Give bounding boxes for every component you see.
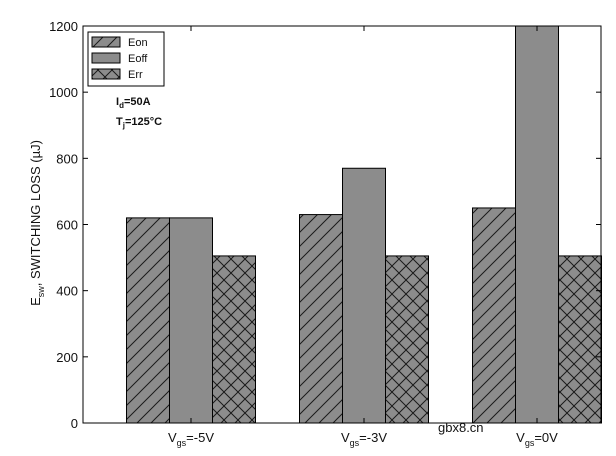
annotation-current-rest: =50A bbox=[124, 96, 151, 108]
x-tick-label-sub: gs bbox=[350, 438, 360, 448]
x-tick-label-main: V bbox=[516, 430, 525, 445]
annotation-temperature-sub: j bbox=[122, 121, 125, 130]
legend-swatch-err bbox=[91, 68, 121, 80]
x-tick-label-rest: =-3V bbox=[359, 430, 387, 445]
svg-text:Esw, SWITCHING LOSS (µJ): Esw, SWITCHING LOSS (µJ) bbox=[28, 140, 46, 306]
bar-err-1 bbox=[212, 255, 256, 424]
y-axis-label: Esw, SWITCHING LOSS (µJ) bbox=[28, 140, 46, 306]
bar-eoff-3 bbox=[515, 25, 559, 424]
bar-eon-1 bbox=[126, 217, 170, 424]
annotation-current-sub: d bbox=[119, 101, 124, 110]
y-axis-label-main: E bbox=[28, 297, 43, 306]
y-tick-label: 800 bbox=[56, 151, 78, 166]
y-tick-label: 400 bbox=[56, 284, 78, 299]
x-tick-label-main: V bbox=[168, 430, 177, 445]
bar-eon-2 bbox=[299, 214, 343, 424]
x-tick-label-rest: =0V bbox=[534, 430, 558, 445]
annotation-temperature-main: T bbox=[116, 116, 123, 128]
x-tick-label-2: Vgs=-3V bbox=[341, 430, 387, 448]
watermark-text: gbx8.cn bbox=[438, 420, 484, 435]
bar-err-3 bbox=[558, 255, 602, 424]
y-tick-label: 1200 bbox=[49, 19, 78, 34]
x-tick-label-sub: gs bbox=[177, 438, 187, 448]
bar-eoff-1 bbox=[169, 217, 213, 424]
bar-err-2 bbox=[385, 255, 429, 424]
annotation-temperature-rest: =125°C bbox=[125, 116, 162, 128]
annotation-current: Id=50A bbox=[116, 96, 151, 110]
legend-swatch-eoff bbox=[91, 52, 121, 64]
legend-label-eon: Eon bbox=[128, 37, 148, 49]
legend-swatch-eon bbox=[91, 36, 121, 48]
legend: Eon Eoff Err bbox=[87, 31, 165, 87]
y-axis-label-rest: , SWITCHING LOSS (µJ) bbox=[28, 140, 43, 286]
x-tick-label-main: V bbox=[341, 430, 350, 445]
annotation-current-main: I bbox=[116, 96, 119, 108]
bar-eon-3 bbox=[472, 207, 516, 424]
x-tick-label-1: Vgs=-5V bbox=[168, 430, 214, 448]
y-tick-label: 200 bbox=[56, 350, 78, 365]
y-tick-label: 600 bbox=[56, 218, 78, 233]
x-tick-label-3: Vgs=0V bbox=[516, 430, 558, 448]
annotation-temperature: Tj=125°C bbox=[116, 116, 162, 130]
y-tick-label: 1000 bbox=[49, 85, 78, 100]
y-axis-label-sub: sw bbox=[36, 286, 46, 298]
legend-label-eoff: Eoff bbox=[128, 53, 148, 65]
bars-layer bbox=[126, 25, 602, 424]
bar-eoff-2 bbox=[342, 167, 386, 424]
y-tick-label: 0 bbox=[71, 416, 78, 431]
x-tick-label-rest: =-5V bbox=[186, 430, 214, 445]
x-tick-label-sub: gs bbox=[525, 438, 535, 448]
legend-label-err: Err bbox=[128, 69, 143, 81]
